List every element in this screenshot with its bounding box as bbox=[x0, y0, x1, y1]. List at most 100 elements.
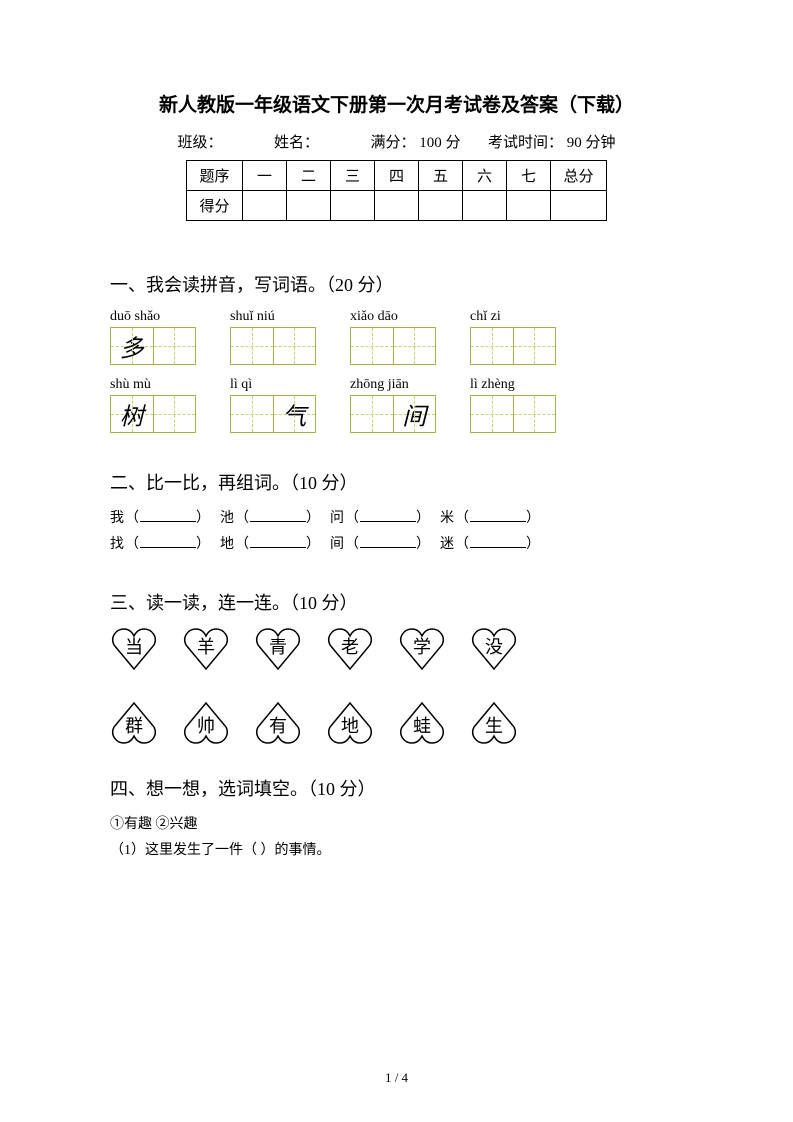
blank bbox=[360, 510, 416, 522]
score-table: 题序 一 二 三 四 五 六 七 总分 得分 bbox=[186, 160, 607, 221]
heart-icon: 没 bbox=[470, 627, 518, 671]
heart-icon: 青 bbox=[254, 627, 302, 671]
heart-char: 没 bbox=[485, 633, 503, 659]
blank bbox=[250, 510, 306, 522]
char: 气 bbox=[282, 397, 306, 432]
blank bbox=[470, 510, 526, 522]
section2-title: 二、比一比，再组词。（10 分） bbox=[110, 469, 683, 495]
char: 多 bbox=[120, 329, 144, 364]
pinyin-label: shù mù bbox=[110, 377, 196, 393]
tian-cell: 气 bbox=[273, 396, 316, 432]
q4-options: ①有趣 ②兴趣 bbox=[110, 813, 683, 833]
heart-char: 老 bbox=[341, 633, 359, 659]
tian-cell bbox=[231, 328, 273, 364]
heart-char: 有 bbox=[269, 712, 287, 738]
tian-box bbox=[230, 327, 316, 365]
tian-box bbox=[470, 327, 556, 365]
q2-line: 我（） 池（） 问（） 米（） bbox=[110, 507, 683, 527]
cell-blank bbox=[507, 191, 551, 221]
section1-title: 一、我会读拼音，写词语。（20 分） bbox=[110, 271, 683, 297]
cell-blank bbox=[287, 191, 331, 221]
th: 七 bbox=[507, 161, 551, 191]
pinyin-row: shù mù lì qì zhōng jiān lì zhèng bbox=[110, 377, 683, 393]
tian-box: 树 bbox=[110, 395, 196, 433]
cell-blank bbox=[375, 191, 419, 221]
q2-char: 找 bbox=[110, 537, 125, 552]
blank bbox=[140, 536, 196, 548]
heart-icon: 地 bbox=[326, 701, 374, 745]
pinyin-label: shuǐ niú bbox=[230, 309, 316, 325]
blank bbox=[470, 536, 526, 548]
table-row: 得分 bbox=[187, 191, 607, 221]
heart-char: 生 bbox=[485, 712, 503, 738]
blank bbox=[250, 536, 306, 548]
th: 五 bbox=[419, 161, 463, 191]
q2-char: 池 bbox=[220, 511, 235, 526]
heart-char: 羊 bbox=[197, 633, 215, 659]
pinyin-label: chǐ zi bbox=[470, 309, 556, 325]
pinyin-label: lì qì bbox=[230, 377, 316, 393]
cell-blank bbox=[419, 191, 463, 221]
tian-box: 间 bbox=[350, 395, 436, 433]
heart-icon: 有 bbox=[254, 701, 302, 745]
page-title: 新人教版一年级语文下册第一次月考试卷及答案（下载） bbox=[110, 90, 683, 117]
pinyin-label: lì zhèng bbox=[470, 377, 556, 393]
tian-cell bbox=[153, 396, 196, 432]
tian-cell: 间 bbox=[393, 396, 436, 432]
q2-line: 找（） 地（） 间（） 迷（） bbox=[110, 533, 683, 553]
heart-char: 帅 bbox=[197, 712, 215, 738]
th: 四 bbox=[375, 161, 419, 191]
q2-char: 我 bbox=[110, 511, 125, 526]
tian-cell bbox=[351, 396, 393, 432]
heart-char: 蛙 bbox=[413, 712, 431, 738]
th: 三 bbox=[331, 161, 375, 191]
tian-box bbox=[350, 327, 436, 365]
tian-cell: 树 bbox=[111, 396, 153, 432]
blank bbox=[140, 510, 196, 522]
tian-box bbox=[470, 395, 556, 433]
heart-char: 群 bbox=[125, 712, 143, 738]
q4-item-text: （1）这里发生了一件（ ）的事情。 bbox=[110, 843, 331, 858]
heart-icon: 学 bbox=[398, 627, 446, 671]
class-label: 班级： bbox=[177, 131, 222, 152]
th-tixu: 题序 bbox=[187, 161, 243, 191]
heart-icon: 生 bbox=[470, 701, 518, 745]
q2-char: 地 bbox=[220, 537, 235, 552]
full-value: 100 分 bbox=[419, 131, 460, 152]
tian-cell bbox=[471, 328, 513, 364]
heart-icon: 帅 bbox=[182, 701, 230, 745]
q2-char: 问 bbox=[330, 511, 345, 526]
tian-cell bbox=[513, 328, 556, 364]
hearts-row-top: 当羊青老学没 bbox=[110, 627, 683, 671]
page-footer: 1 / 4 bbox=[0, 1070, 793, 1086]
tian-box-row: 多 bbox=[110, 327, 683, 365]
pinyin-label: zhōng jiān bbox=[350, 377, 436, 393]
cell-blank bbox=[331, 191, 375, 221]
tian-cell bbox=[393, 328, 436, 364]
heart-char: 青 bbox=[269, 633, 287, 659]
tian-cell bbox=[231, 396, 273, 432]
pinyin-label: xiǎo dāo bbox=[350, 309, 436, 325]
tian-box-row: 树 气 间 bbox=[110, 395, 683, 433]
th-total: 总分 bbox=[551, 161, 607, 191]
heart-icon: 当 bbox=[110, 627, 158, 671]
blank bbox=[360, 536, 416, 548]
heart-char: 学 bbox=[413, 633, 431, 659]
th: 二 bbox=[287, 161, 331, 191]
char: 树 bbox=[120, 397, 144, 432]
cell-blank bbox=[551, 191, 607, 221]
tian-cell bbox=[273, 328, 316, 364]
full-label: 满分： bbox=[370, 131, 415, 152]
heart-char: 当 bbox=[125, 633, 143, 659]
tian-box: 气 bbox=[230, 395, 316, 433]
section3-title: 三、读一读，连一连。（10 分） bbox=[110, 589, 683, 615]
time-value: 90 分钟 bbox=[567, 131, 616, 152]
tian-cell bbox=[471, 396, 513, 432]
char: 间 bbox=[402, 397, 426, 432]
hearts-row-bottom: 群帅有地蛙生 bbox=[110, 701, 683, 745]
row-label-score: 得分 bbox=[187, 191, 243, 221]
q2-char: 米 bbox=[440, 511, 455, 526]
time-label: 考试时间： bbox=[488, 131, 563, 152]
tian-cell bbox=[351, 328, 393, 364]
cell-blank bbox=[463, 191, 507, 221]
